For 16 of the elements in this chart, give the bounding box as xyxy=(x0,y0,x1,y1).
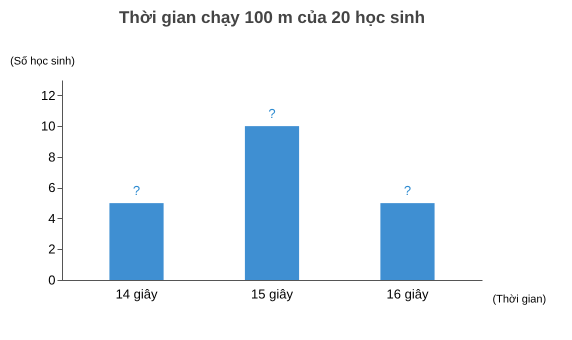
chart-title: Thời gian chạy 100 m của 20 học sinh xyxy=(119,8,425,27)
data-label: ? xyxy=(404,183,412,198)
y-tick-label: 10 xyxy=(41,118,56,134)
x-tick-label: 14 giây xyxy=(116,286,158,302)
y-axis-title: (Số học sinh) xyxy=(10,56,75,68)
x-tick-label: 15 giây xyxy=(251,286,294,302)
y-tick-label: 6 xyxy=(48,180,56,196)
data-label: ? xyxy=(132,183,140,198)
data-label: ? xyxy=(268,106,276,122)
y-tick-label: 4 xyxy=(48,210,56,226)
y-tick-label: 8 xyxy=(48,149,56,164)
x-tick-label: 16 giây xyxy=(386,286,429,302)
y-tick-label: 0 xyxy=(48,272,56,288)
y-tick-label: 12 xyxy=(41,88,56,103)
x-axis-title: (Thời gian) xyxy=(492,294,546,306)
y-tick-label: 2 xyxy=(48,242,56,257)
